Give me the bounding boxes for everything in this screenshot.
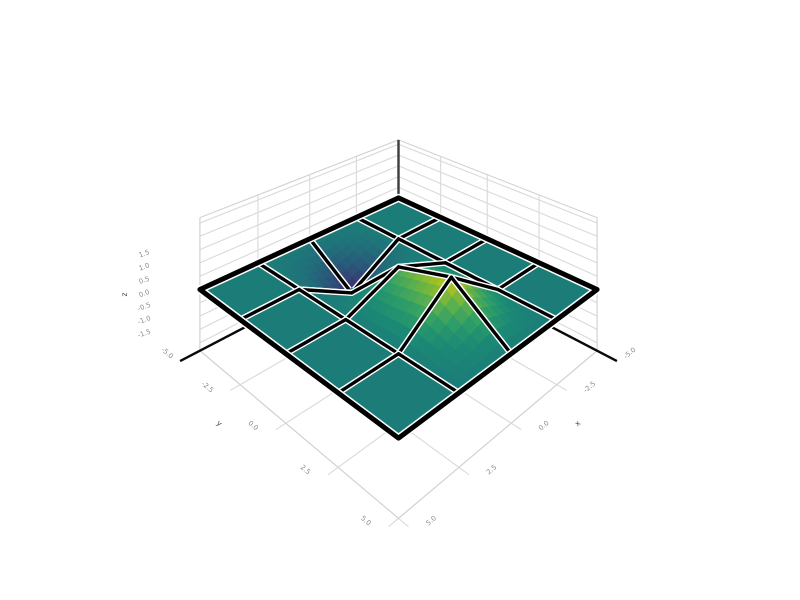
z-tick-label: 1.0 (138, 261, 151, 272)
wall-grid-line (199, 175, 399, 264)
mesh-edge (449, 275, 513, 356)
z-tick-label: 1.5 (138, 248, 151, 259)
mesh-edge (396, 215, 443, 241)
mesh-edge (396, 265, 453, 279)
x-tick-label: 5.0 (425, 514, 438, 527)
y-tick-label: -2.5 (200, 380, 215, 395)
z-tick-label: -1.5 (137, 327, 152, 339)
surface-rim (197, 195, 600, 441)
mesh-edge (496, 287, 559, 322)
mesh-edge (396, 275, 453, 356)
mesh-edge (344, 317, 401, 356)
wall-grid-line (398, 186, 598, 277)
mesh-edge (496, 261, 541, 292)
mesh-edge (443, 237, 489, 265)
mesh-edge (238, 287, 301, 322)
mesh-edge (396, 237, 448, 265)
x-tick-label: -2.5 (582, 380, 597, 395)
wall-grid-line (398, 165, 598, 251)
y-tick-label: 5.0 (359, 514, 372, 527)
z-tick-label: 0.5 (138, 275, 151, 286)
wall-grid-line (398, 154, 598, 237)
mesh-edge (354, 215, 401, 241)
mesh-edge (297, 287, 348, 322)
mesh-edge (344, 265, 401, 322)
z-tick-label: -0.5 (137, 301, 152, 313)
floor-edge (398, 350, 598, 519)
wall-grid-line (199, 186, 399, 277)
wall-grid-line (199, 154, 399, 237)
mesh-edge (256, 261, 301, 292)
z-tick-label: 0.0 (138, 288, 151, 299)
wall-grid-line (398, 143, 598, 224)
y-tick-label: 0.0 (246, 419, 259, 432)
mesh-edge (449, 275, 500, 292)
mesh-edge (308, 237, 354, 295)
axis-titles: x y z (120, 292, 583, 428)
wall-grid-line (398, 175, 598, 264)
z-tick-label: -1.0 (137, 314, 152, 326)
x-tick-label: 2.5 (485, 463, 498, 476)
x-tick-label: 0.0 (537, 419, 550, 432)
mesh-edge (284, 317, 348, 356)
wall-grid-line (199, 143, 399, 224)
z-axis-title: z (120, 292, 129, 296)
x-axis-title: x (573, 418, 583, 428)
wall-grid-line (199, 165, 399, 251)
surface-mesh (195, 193, 602, 443)
y-tick-label: -5.0 (160, 346, 175, 361)
mesh-edge (349, 237, 401, 295)
y-axis-title: y (215, 418, 225, 428)
mesh-edge (396, 352, 461, 395)
floor-edge (199, 350, 399, 519)
y-tick-label: 2.5 (299, 463, 312, 476)
mesh-edge (336, 352, 401, 395)
box-edge (398, 139, 598, 219)
x-tick-label: -5.0 (622, 346, 637, 361)
mesh-edge (297, 287, 354, 295)
box-edge (199, 139, 399, 219)
